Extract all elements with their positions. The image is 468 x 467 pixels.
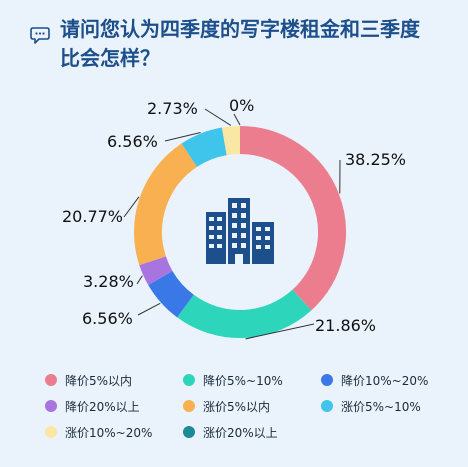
legend-label: 涨价5%以内 <box>203 399 271 414</box>
leader-line <box>233 113 241 126</box>
legend-label: 涨价10%~20% <box>65 425 153 440</box>
legend-swatch <box>45 426 57 438</box>
legend-item: 涨价20%以上 <box>183 424 278 440</box>
donut-slice <box>181 127 228 168</box>
data-label: 2.73% <box>147 99 198 118</box>
leader-line <box>123 196 140 218</box>
data-label: 21.86% <box>315 316 376 335</box>
leader-line <box>164 132 201 142</box>
legend-item: 降价10%~20% <box>321 372 428 388</box>
leader-line <box>204 108 232 126</box>
legend-label: 降价5%以内 <box>65 373 133 388</box>
data-label: 20.77% <box>62 207 123 226</box>
donut-slice <box>134 143 198 266</box>
legend-swatch <box>321 374 333 386</box>
chart-title-line-1: 请问您认为四季度的写字楼租金和三季度 <box>60 17 420 41</box>
legend-item: 降价5%~10% <box>183 372 283 388</box>
legend-swatch <box>183 400 195 412</box>
legend-swatch <box>183 374 195 386</box>
donut-slice <box>139 256 173 286</box>
leader-line <box>137 302 161 316</box>
legend-swatch <box>321 400 333 412</box>
data-label: 6.56% <box>107 132 158 151</box>
donut-slice <box>177 289 312 338</box>
legend-swatch <box>45 400 57 412</box>
chart-title-line-2: 比会怎样？ <box>60 46 160 70</box>
data-label: 0% <box>229 96 254 115</box>
leader-line <box>136 275 143 285</box>
donut-slice <box>148 270 195 318</box>
legend-label: 涨价5%~10% <box>341 399 421 414</box>
legend-item: 涨价5%以内 <box>183 398 270 414</box>
leader-line <box>245 323 315 340</box>
data-label: 6.56% <box>82 309 133 328</box>
legend-item: 降价5%以内 <box>45 372 132 388</box>
donut-slice <box>239 126 346 311</box>
office-building-icon <box>206 198 274 264</box>
legend-item: 降价20%以上 <box>45 398 140 414</box>
legend-item: 涨价5%~10% <box>321 398 421 414</box>
data-label: 38.25% <box>345 150 406 169</box>
donut-slice <box>221 126 241 156</box>
legend-label: 涨价20%以上 <box>203 425 278 440</box>
legend-label: 降价5%~10% <box>203 373 283 388</box>
legend-label: 降价20%以上 <box>65 399 140 414</box>
data-label: 3.28% <box>83 272 134 291</box>
legend-label: 降价10%~20% <box>341 373 429 388</box>
chat-bubble-icon <box>30 27 50 44</box>
legend-swatch <box>45 374 57 386</box>
legend-swatch <box>183 426 195 438</box>
legend-item: 涨价10%~20% <box>45 424 152 440</box>
